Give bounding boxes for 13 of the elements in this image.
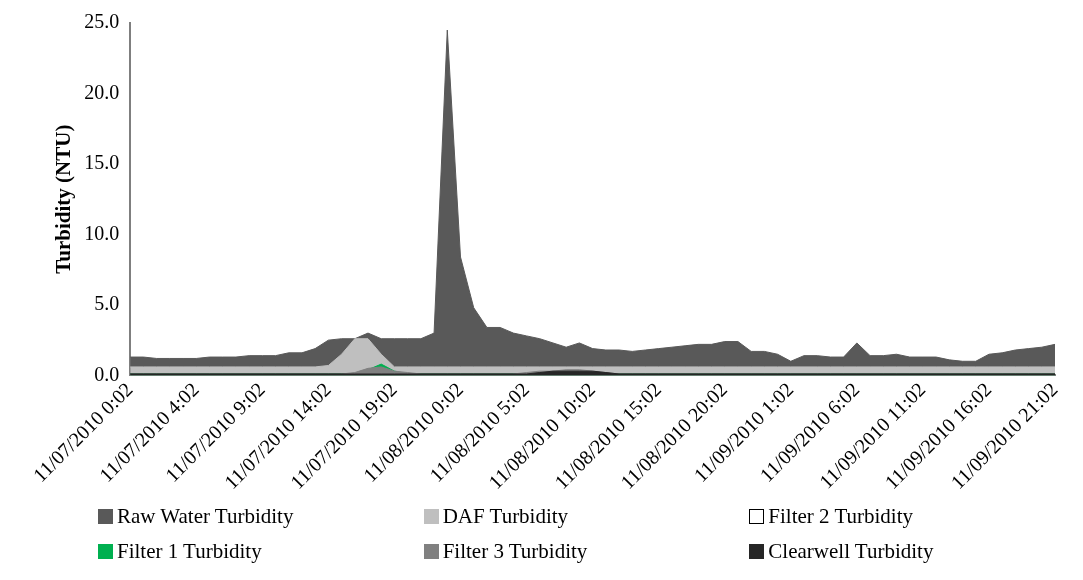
legend-label: Clearwell Turbidity (768, 539, 934, 564)
y-tick-label: 0.0 (94, 362, 120, 385)
y-tick-label: 5.0 (94, 292, 120, 315)
legend-label: Raw Water Turbidity (117, 504, 294, 529)
legend-label: Filter 3 Turbidity (442, 539, 588, 564)
y-tick-label: 25.0 (84, 10, 120, 33)
y-axis-title: Turbidity (NTU) (51, 124, 76, 274)
legend-label: DAF Turbidity (442, 504, 569, 529)
legend-label: Filter 1 Turbidity (117, 539, 262, 564)
y-tick-label: 10.0 (84, 221, 120, 244)
y-tick-label: 20.0 (84, 80, 120, 103)
legend-label: Filter 2 Turbidity (768, 504, 914, 529)
y-tick-label: 15.0 (84, 151, 120, 174)
